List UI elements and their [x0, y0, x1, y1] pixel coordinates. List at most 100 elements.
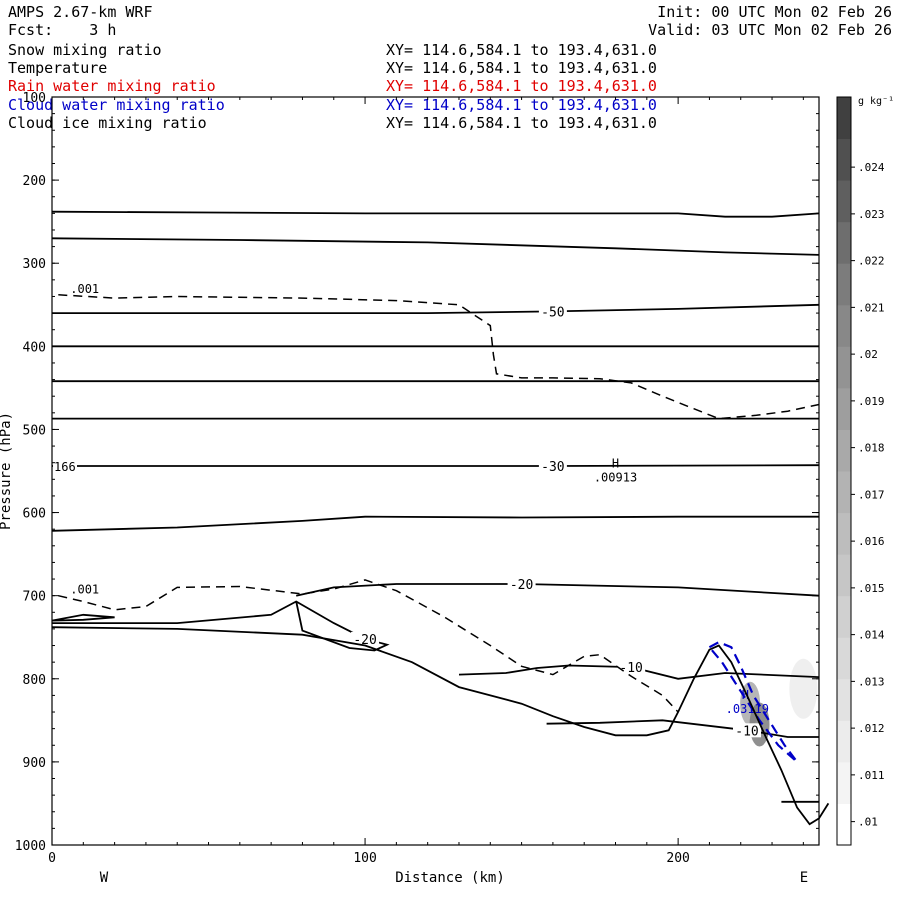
snow-contour-label: .001: [70, 583, 99, 597]
colorbar-tick-label: .016: [858, 535, 885, 548]
isotherm-line: [51, 515, 819, 532]
colorbar-tick-label: .01: [858, 816, 878, 829]
west-endpoint-label: W: [100, 870, 109, 886]
y-tick-label: 600: [23, 507, 46, 522]
y-tick-label: 400: [23, 340, 46, 355]
plot-frame: [51, 96, 820, 846]
colorbar-tick-label: .023: [858, 208, 885, 221]
colorbar-tick-label: .014: [858, 629, 885, 642]
snow-contour-label: .001: [70, 282, 99, 296]
colorbar-tick-label: .019: [858, 395, 885, 408]
isotherm-line: [51, 613, 115, 622]
colorbar-tick-label: .021: [858, 301, 885, 314]
legend-xy-range: XY= 114.6,584.1 to 193.4,631.0: [386, 59, 657, 78]
isotherm-label: -10: [735, 724, 758, 739]
y-axis-title: Pressure (hPa): [0, 412, 14, 530]
colorbar-tick-label: .02: [858, 348, 878, 361]
valid-time: Valid: 03 UTC Mon 02 Feb 26: [648, 21, 892, 39]
edge-label-bg: [53, 459, 77, 474]
colorbar-tick-label: .018: [858, 442, 885, 455]
colorbar-swatch: [837, 803, 851, 846]
legend-xy-range: XY= 114.6,584.1 to 193.4,631.0: [386, 95, 657, 114]
init-time: Init: 00 UTC Mon 02 Feb 26: [657, 3, 892, 21]
cloud-water-max-marker: H: [742, 688, 749, 702]
isotherm-line: [296, 583, 820, 597]
colorbar-swatch: [837, 221, 851, 264]
legend-label: Temperature: [8, 59, 108, 78]
colorbar-swatch: [837, 471, 851, 514]
snow-contour: [58, 579, 679, 713]
isotherm-label-bg: [732, 723, 761, 738]
isotherm-line: [51, 237, 820, 256]
snow-contour: [58, 294, 820, 420]
colorbar-swatch: [837, 678, 851, 721]
east-endpoint-label: E: [800, 870, 808, 886]
y-tick-label: 900: [23, 756, 46, 771]
isotherm-label: -30: [541, 460, 564, 475]
colorbar-swatch: [837, 97, 851, 140]
legend-xy-range: XY= 114.6,584.1 to 193.4,631.0: [386, 77, 657, 96]
colorbar-swatch: [837, 720, 851, 763]
colorbar-swatch: [837, 304, 851, 347]
legend-xy-range: XY= 114.6,584.1 to 193.4,631.0: [386, 41, 657, 59]
y-tick-label: 800: [23, 673, 46, 688]
isotherm-label-bg: [351, 631, 380, 646]
colorbar-swatch: [837, 637, 851, 680]
colorbar-swatch: [837, 138, 851, 181]
colorbar-swatch: [837, 595, 851, 638]
isotherm-label: -20: [510, 578, 533, 593]
legend-label: Cloud ice mixing ratio: [8, 113, 207, 132]
legend-label: Snow mixing ratio: [8, 41, 162, 59]
colorbar-swatch: [837, 346, 851, 389]
isotherm-line: [52, 464, 820, 467]
legend-label: Rain water mixing ratio: [8, 77, 216, 96]
y-tick-label: 700: [23, 590, 46, 605]
y-tick-label: 1000: [15, 839, 46, 854]
isotherm-label-bg: [538, 459, 567, 474]
y-tick-label: 200: [23, 174, 46, 189]
colorbar-swatch: [837, 263, 851, 306]
colorbar-tick-label: .011: [858, 769, 885, 782]
colorbar-unit: g kg⁻¹: [858, 96, 894, 107]
colorbar-swatch: [837, 512, 851, 555]
legend-xy-range: XY= 114.6,584.1 to 193.4,631.0: [386, 113, 657, 132]
x-tick-label: 0: [48, 851, 56, 866]
colorbar-tick-label: .015: [858, 582, 885, 595]
x-axis-title: Distance (km): [395, 870, 505, 886]
ice-shaded-region: [789, 658, 818, 719]
y-tick-label: 500: [23, 423, 46, 438]
isotherm-line: [546, 719, 819, 738]
y-tick-label: 100: [23, 91, 46, 106]
isotherm-line: [458, 664, 820, 680]
x-tick-label: 200: [666, 851, 689, 866]
colorbar-tick-label: .012: [858, 722, 885, 735]
colorbar-swatch: [837, 180, 851, 223]
isotherm-line: [52, 600, 390, 652]
forecast-hour: Fcst: 3 h: [8, 21, 117, 39]
isotherm-label-bg: [507, 577, 536, 592]
snow-max-value: .00913: [594, 470, 637, 484]
colorbar-tick-label: .013: [858, 675, 885, 688]
cloud-water-contour: [708, 640, 798, 763]
legend-label: Cloud water mixing ratio: [8, 95, 225, 114]
colorbar-tick-label: .017: [858, 488, 885, 501]
isotherm-label: -10: [619, 661, 642, 676]
colorbar-swatch: [837, 761, 851, 804]
cloud-water-max-value: .03119: [726, 702, 769, 716]
snow-max-marker: H: [612, 456, 619, 470]
isotherm-label-bg: [617, 660, 646, 675]
colorbar-tick-label: .022: [858, 255, 885, 268]
colorbar-swatch: [837, 387, 851, 430]
isotherm-line: [52, 303, 820, 314]
isotherm-label-bg: [538, 304, 567, 319]
terrain-line: [51, 626, 830, 826]
colorbar-swatch: [837, 429, 851, 472]
colorbar-tick-label: .024: [858, 161, 885, 174]
left-edge-contour-label: 166: [54, 460, 76, 474]
y-tick-label: 300: [23, 257, 46, 272]
colorbar-frame: [836, 96, 852, 846]
x-tick-label: 100: [353, 851, 376, 866]
colorbar-swatch: [837, 554, 851, 597]
isotherm-label: -50: [541, 305, 564, 320]
